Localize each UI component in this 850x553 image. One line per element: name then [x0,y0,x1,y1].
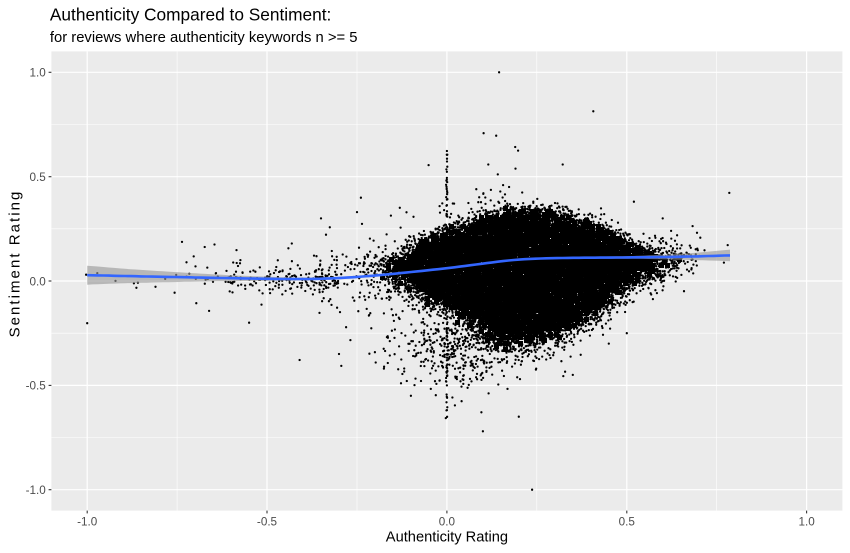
svg-text:-1.0: -1.0 [26,484,47,497]
svg-text:-0.5: -0.5 [257,515,278,528]
svg-text:1.0: 1.0 [798,515,815,528]
svg-text:Authenticity Rating: Authenticity Rating [386,530,508,546]
svg-text:Sentiment Rating: Sentiment Rating [6,190,23,338]
svg-text:-1.0: -1.0 [77,515,98,528]
svg-text:0.0: 0.0 [439,515,456,528]
svg-text:0.5: 0.5 [30,171,47,184]
svg-text:-0.5: -0.5 [26,380,47,393]
svg-text:Authenticity Compared to Senti: Authenticity Compared to Sentiment: [50,5,331,25]
svg-text:0.5: 0.5 [619,515,636,528]
svg-text:1.0: 1.0 [30,67,47,80]
svg-text:for reviews where authenticity: for reviews where authenticity keywords … [50,30,358,46]
svg-text:0.0: 0.0 [30,275,47,288]
